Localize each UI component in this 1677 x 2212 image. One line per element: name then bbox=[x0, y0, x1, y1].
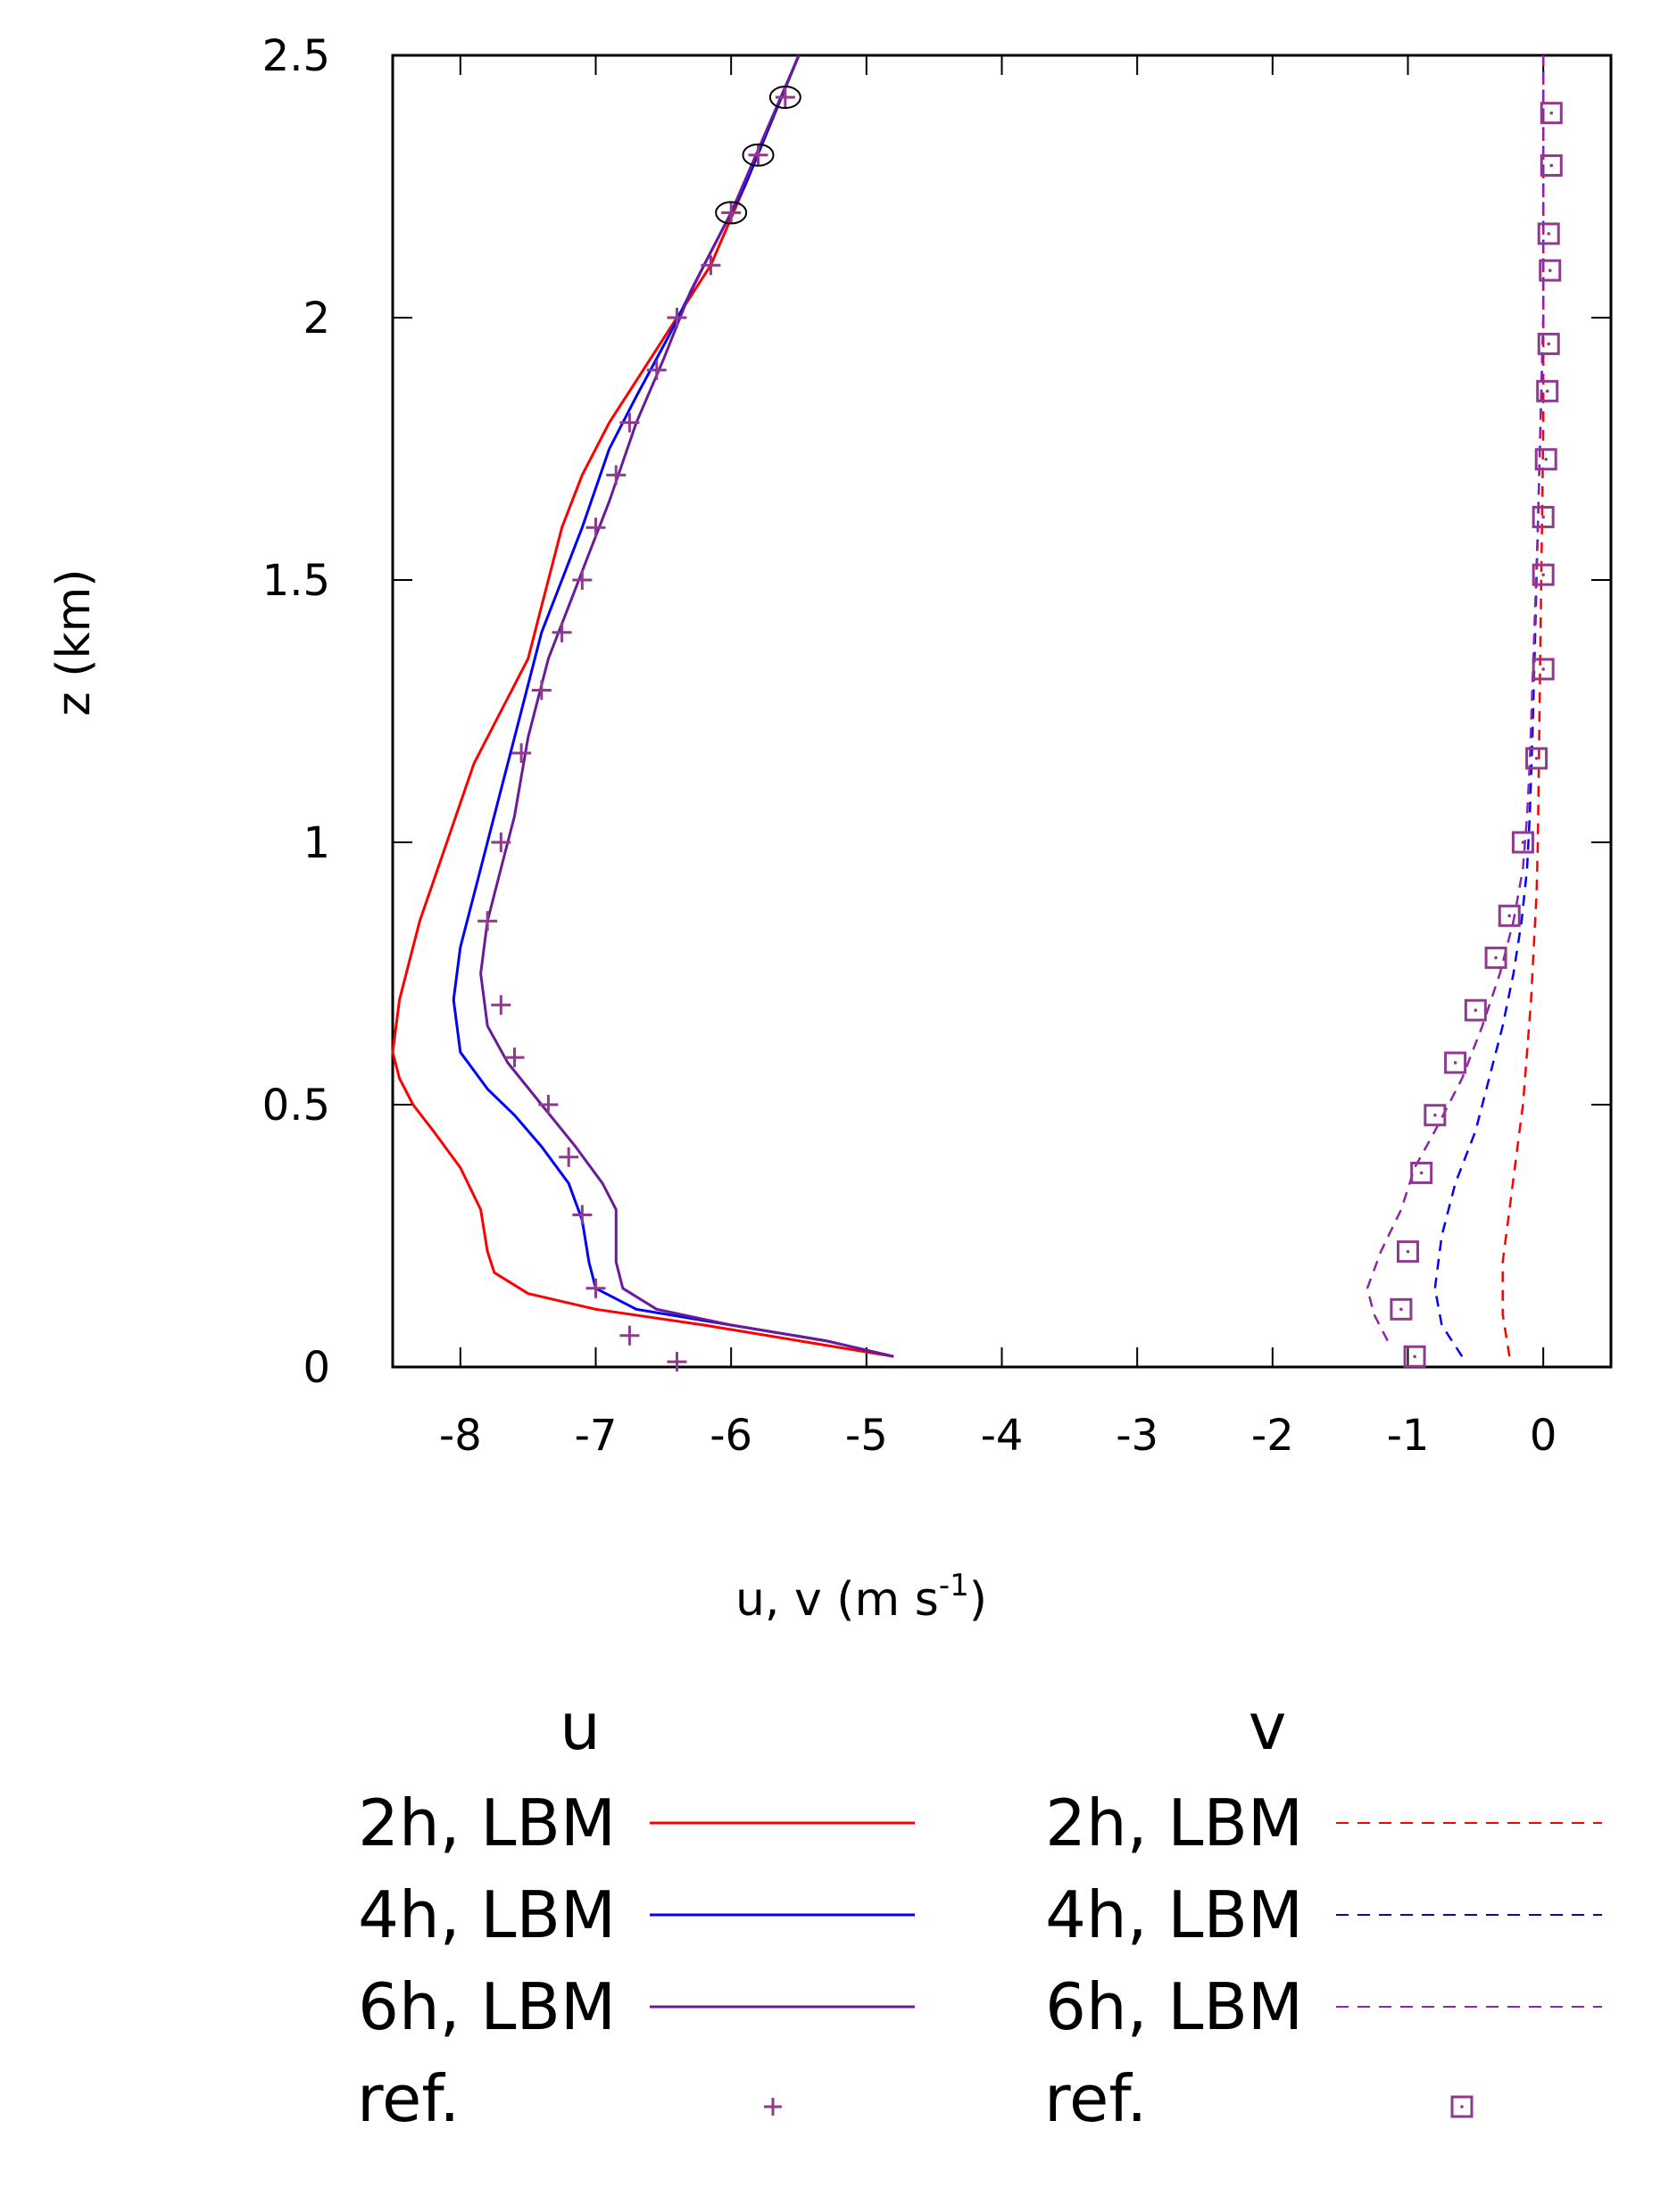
marker-plus-u-ref bbox=[552, 622, 572, 642]
x-tick-label: -5 bbox=[845, 1411, 888, 1461]
x-tick-label: -7 bbox=[575, 1411, 618, 1461]
marker-plus-u-ref bbox=[504, 1048, 525, 1068]
marker-square-v-ref bbox=[1444, 1051, 1467, 1074]
legend-u-6h-label: 6h, LBM bbox=[358, 1969, 616, 2044]
marker-plus-u-ref bbox=[667, 308, 687, 327]
marker-plus-u-ref bbox=[491, 995, 511, 1015]
series-line-v-4h-lbm bbox=[1433, 55, 1545, 1357]
x-tick-label: -4 bbox=[981, 1411, 1024, 1461]
x-axis-ticks: -8 -7 -6 -5 -4 -3 -2 -1 0 bbox=[439, 55, 1557, 1461]
marker-square-v-ref bbox=[1539, 259, 1562, 282]
x-tick-label: -3 bbox=[1116, 1411, 1158, 1461]
y-tick-label: 0 bbox=[303, 1343, 330, 1393]
y-tick-label: 0.5 bbox=[262, 1081, 330, 1131]
y-tick-label: 2 bbox=[303, 294, 330, 344]
legend-u-ref-marker bbox=[764, 2098, 782, 2116]
legend-u-header: u bbox=[560, 1689, 601, 1764]
marker-plus-u-ref bbox=[477, 911, 498, 932]
marker-plus-u-ref bbox=[606, 465, 627, 485]
marker-square-v-ref bbox=[1498, 904, 1521, 927]
marker-square-v-ref bbox=[1484, 946, 1507, 969]
x-tick-label: 0 bbox=[1530, 1411, 1557, 1461]
marker-plus-u-ref bbox=[572, 570, 593, 590]
marker-square-v-ref bbox=[1424, 1104, 1447, 1127]
marker-circle-highlight bbox=[742, 143, 775, 167]
marker-plus-u-ref bbox=[491, 833, 511, 852]
series-line-u-4h-lbm bbox=[452, 54, 894, 1358]
legend-v-2h-label: 2h, LBM bbox=[1045, 1785, 1303, 1860]
marker-square-v-ref bbox=[1537, 222, 1560, 245]
marker-plus-u-ref bbox=[511, 743, 532, 764]
marker-plus-u-ref bbox=[559, 1147, 579, 1167]
marker-square-v-ref bbox=[1537, 332, 1560, 355]
y-tick-label: 2.5 bbox=[262, 31, 330, 81]
legend-u-ref-label: ref. bbox=[357, 2061, 460, 2136]
marker-plus-u-ref bbox=[667, 1352, 687, 1372]
x-axis-title: u, v (m s-1) bbox=[735, 1568, 987, 1627]
marker-plus-u-ref bbox=[775, 87, 795, 108]
x-tick-label: -1 bbox=[1387, 1411, 1430, 1461]
marker-square-v-ref bbox=[1534, 448, 1557, 471]
series-line-v-2h-lbm bbox=[1501, 55, 1545, 1357]
marker-square-v-ref bbox=[1464, 998, 1487, 1022]
marker-plus-u-ref bbox=[721, 203, 742, 223]
x-axis-title-exp: -1 bbox=[939, 1568, 969, 1603]
plot-frame bbox=[391, 54, 1613, 1369]
marker-plus-u-ref bbox=[572, 1205, 593, 1225]
y-tick-label: 1.5 bbox=[262, 556, 330, 606]
marker-plus-u-ref bbox=[619, 412, 640, 433]
marker-square-v-ref bbox=[1532, 505, 1555, 528]
marker-square-v-ref bbox=[1511, 831, 1534, 854]
marker-plus-u-ref bbox=[585, 1278, 606, 1298]
legend-v-ref-marker bbox=[1450, 2095, 1474, 2118]
marker-square-v-ref bbox=[1525, 747, 1548, 770]
marker-square-v-ref bbox=[1536, 379, 1559, 402]
x-tick-label: -8 bbox=[439, 1411, 482, 1461]
marker-plus-u-ref bbox=[531, 680, 552, 700]
series-line-u-2h-lbm bbox=[391, 54, 894, 1358]
legend-u-4h-label: 4h, LBM bbox=[358, 1877, 616, 1952]
legend-v-header: v bbox=[1249, 1689, 1287, 1764]
marker-plus-u-ref bbox=[585, 518, 606, 538]
marker-square-v-ref bbox=[1403, 1345, 1426, 1368]
markers bbox=[477, 86, 1563, 1372]
marker-plus-u-ref bbox=[619, 1325, 640, 1346]
marker-plus-u-ref bbox=[646, 360, 667, 380]
x-axis-title-base: u, v (m s bbox=[735, 1573, 939, 1627]
marker-square-v-ref bbox=[1540, 102, 1563, 125]
marker-plus-u-ref bbox=[701, 255, 721, 276]
legend-v-4h-label: 4h, LBM bbox=[1045, 1877, 1303, 1952]
series-line-v-6h-lbm bbox=[1366, 55, 1545, 1342]
y-tick-label: 1 bbox=[303, 818, 330, 868]
series-line-u-6h-lbm bbox=[479, 54, 894, 1358]
marker-square-v-ref bbox=[1532, 658, 1555, 681]
y-axis-title: z (km) bbox=[47, 568, 101, 716]
marker-plus-u-ref bbox=[538, 1095, 559, 1114]
marker-square-v-ref bbox=[1397, 1240, 1419, 1263]
legend-v-6h-label: 6h, LBM bbox=[1045, 1969, 1303, 2044]
marker-plus-u-ref bbox=[748, 145, 768, 165]
legend-v-ref-label: ref. bbox=[1044, 2061, 1147, 2136]
marker-circle-highlight bbox=[715, 201, 748, 225]
x-tick-label: -6 bbox=[710, 1411, 752, 1461]
y-axis-ticks: 0 0.5 1 1.5 2 2.5 bbox=[262, 31, 1611, 1393]
marker-square-v-ref bbox=[1410, 1161, 1433, 1184]
x-axis-title-close: ) bbox=[969, 1573, 987, 1627]
marker-square-v-ref bbox=[1390, 1297, 1413, 1321]
legend: u v 2h, LBM 4h, LBM 6h, LBM ref. 2h, LBM… bbox=[357, 1689, 1602, 2136]
marker-circle-highlight bbox=[768, 86, 801, 110]
x-tick-label: -2 bbox=[1251, 1411, 1294, 1461]
legend-u-2h-label: 2h, LBM bbox=[358, 1785, 616, 1860]
marker-square-v-ref bbox=[1540, 153, 1563, 177]
marker-square-v-ref bbox=[1532, 563, 1555, 586]
series-lines bbox=[391, 54, 1545, 1358]
